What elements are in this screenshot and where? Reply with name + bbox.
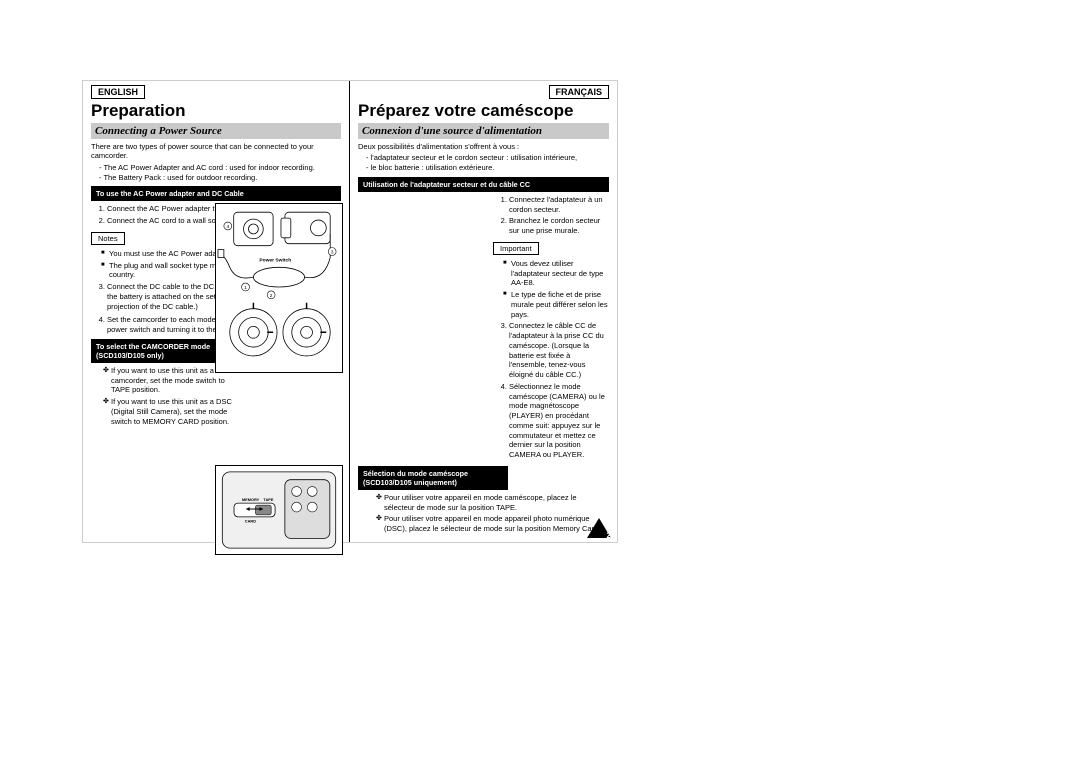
language-badge-english: ENGLISH [91,85,145,99]
french-column: FRANÇAIS Préparez votre caméscope Connex… [350,81,617,542]
section-title-fr: Préparez votre caméscope [358,101,609,121]
list-item: Connectez le câble CC de l'adaptateur à … [509,321,609,380]
svg-text:MEMORY: MEMORY [242,497,260,502]
svg-text:TAPE: TAPE [263,497,274,502]
list-item: le bloc batterie : utilisation extérieur… [366,163,609,173]
section-subhead-en: Connecting a Power Source [91,123,341,139]
notes-label-fr: Important [493,242,539,255]
language-badge-francais: FRANÇAIS [549,85,610,99]
svg-text:Power Switch: Power Switch [259,257,291,263]
instruction-heading-fr-1: Utilisation de l'adaptateur secteur et d… [358,177,609,192]
list-item: The Battery Pack : used for outdoor reco… [99,173,341,183]
svg-text:1: 1 [244,285,247,291]
list-item: Sélectionnez le mode caméscope (CAMERA) … [509,382,609,460]
steps-list-fr-b: Connectez le câble CC de l'adaptateur à … [493,321,609,460]
mode-list-fr: Pour utiliser votre appareil en mode cam… [358,493,609,534]
notes-list-fr: Vous devez utiliser l'adaptateur secteur… [493,259,609,320]
section-subhead-fr: Connexion d'une source d'alimentation [358,123,609,139]
power-types-list-en: The AC Power Adapter and AC cord : used … [91,163,341,183]
list-item: Pour utiliser votre appareil en mode app… [376,514,609,534]
intro-text-fr: Deux possibilités d'alimentation s'offre… [358,142,609,151]
list-item: The AC Power Adapter and AC cord : used … [99,163,341,173]
list-item: Le type de fiche et de prise murale peut… [503,290,609,319]
camcorder-connection-icon: 4 1 2 3 Power Switch [216,204,342,372]
instruction-text-fr: Connectez l'adaptateur à un cordon secte… [493,195,609,462]
section-title-en: Preparation [91,101,341,121]
steps-list-fr-a: Connectez l'adaptateur à un cordon secte… [493,195,609,236]
mode-list-en: If you want to use this unit as a camcor… [91,366,241,427]
svg-text:2: 2 [270,293,273,299]
svg-text:4: 4 [226,224,229,230]
mode-switch-icon: MEMORY CARD TAPE [216,466,342,554]
english-column: ENGLISH Preparation Connecting a Power S… [83,81,350,542]
list-item: Vous devez utiliser l'adaptateur secteur… [503,259,609,288]
list-item: Connectez l'adaptateur à un cordon secte… [509,195,609,215]
manual-page: ENGLISH Preparation Connecting a Power S… [82,80,618,543]
list-item: l'adaptateur secteur et le cordon secteu… [366,153,609,163]
notes-label-en: Notes [91,232,125,245]
list-item: Pour utiliser votre appareil en mode cam… [376,493,609,513]
instruction-heading-fr-2: Sélection du mode caméscope (SCD103/D105… [358,466,508,490]
mode-switch-figure: MEMORY CARD TAPE [215,465,343,555]
instruction-heading-en-1: To use the AC Power adapter and DC Cable [91,186,341,201]
lang-row-fr: FRANÇAIS [358,85,609,99]
page-number: 23 [603,531,619,540]
intro-text-en: There are two types of power source that… [91,142,341,161]
power-types-list-fr: l'adaptateur secteur et le cordon secteu… [358,153,609,173]
list-item: Branchez le cordon secteur sur une prise… [509,216,609,236]
lang-row-en: ENGLISH [91,85,341,99]
list-item: If you want to use this unit as a DSC (D… [103,397,241,426]
connection-diagram-figure: 4 1 2 3 Power Switch [215,203,343,373]
svg-text:3: 3 [331,250,334,256]
svg-text:CARD: CARD [245,519,256,524]
